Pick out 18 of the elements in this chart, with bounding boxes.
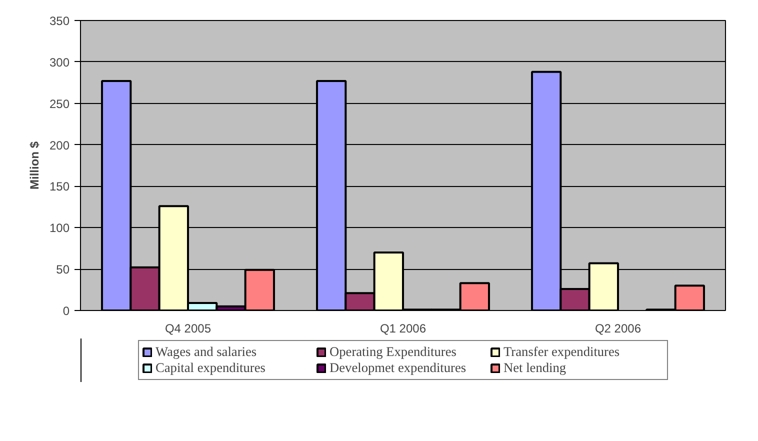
y-tick-label: 200 xyxy=(49,138,70,152)
legend-label: Net lending xyxy=(504,360,568,376)
y-tick-label: 100 xyxy=(49,221,70,236)
x-tick-label: Q1 2006 xyxy=(380,322,426,336)
y-tick-label: 250 xyxy=(49,96,70,111)
legend-label: Wages and salaries xyxy=(156,344,258,360)
x-tick-label: Q2 2006 xyxy=(594,322,642,336)
legend-label: Capital expenditures xyxy=(156,360,266,376)
y-tick-label: 300 xyxy=(49,55,70,70)
y-tick-label: 350 xyxy=(49,14,70,28)
x-tick-label: Q4 2005 xyxy=(164,322,212,336)
legend-label: Developmet expenditures xyxy=(330,360,468,376)
y-axis-title: Million $ xyxy=(27,141,42,190)
y-tick-label: 0 xyxy=(62,304,70,318)
legend-label: Operating Expenditures xyxy=(330,344,458,360)
legend-label: Transfer expenditures xyxy=(504,344,621,360)
y-tick-label: 150 xyxy=(49,180,70,194)
y-tick-label: 50 xyxy=(56,262,70,277)
